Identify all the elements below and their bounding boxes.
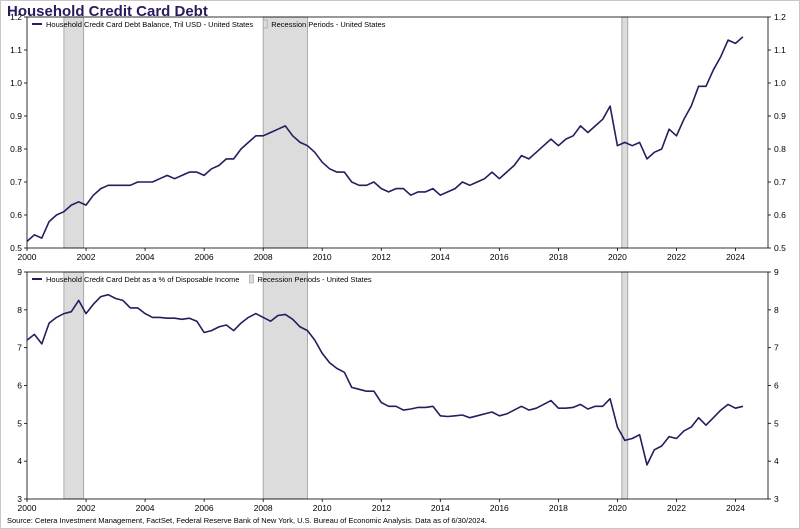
recession-band bbox=[621, 271, 629, 500]
y-tick-label-left: 1.1 bbox=[10, 45, 22, 55]
x-tick-label: 2016 bbox=[490, 503, 509, 513]
series-line bbox=[26, 293, 744, 466]
x-tick-label: 2024 bbox=[726, 503, 745, 513]
y-tick-label-left: 3 bbox=[17, 494, 22, 504]
series-line bbox=[26, 36, 744, 242]
page-title: Household Credit Card Debt bbox=[7, 3, 208, 20]
y-tick-label-right: 5 bbox=[774, 418, 779, 428]
plot-area-border bbox=[26, 271, 769, 500]
x-tick-label: 2000 bbox=[18, 503, 37, 513]
x-tick-label: 2024 bbox=[726, 252, 745, 262]
y-tick-label-right: 0.9 bbox=[774, 111, 786, 121]
y-tick-label-right: 1.1 bbox=[774, 45, 786, 55]
y-tick-label-right: 6 bbox=[774, 381, 779, 391]
y-tick-label-right: 7 bbox=[774, 343, 779, 353]
x-tick-label: 2014 bbox=[431, 503, 450, 513]
x-tick-label: 2022 bbox=[667, 503, 686, 513]
y-tick-label-left: 7 bbox=[17, 343, 22, 353]
x-tick-label: 2008 bbox=[254, 252, 273, 262]
legend-label-series: Household Credit Card Debt Balance, Tril… bbox=[46, 20, 253, 29]
y-tick-label-right: 0.8 bbox=[774, 144, 786, 154]
x-tick-label: 2000 bbox=[18, 252, 37, 262]
x-tick-label: 2020 bbox=[608, 503, 627, 513]
plot-area-border bbox=[26, 16, 769, 249]
y-tick-label-right: 1.2 bbox=[774, 12, 786, 22]
x-tick-label: 2002 bbox=[77, 252, 96, 262]
x-tick-label: 2008 bbox=[254, 503, 273, 513]
y-tick-label-left: 8 bbox=[17, 305, 22, 315]
recession-band bbox=[262, 271, 308, 500]
x-tick-label: 2006 bbox=[195, 252, 214, 262]
x-tick-label: 2020 bbox=[608, 252, 627, 262]
y-tick-label-left: 0.6 bbox=[10, 210, 22, 220]
legend-label-recession: Recession Periods - United States bbox=[257, 275, 371, 284]
x-tick-label: 2010 bbox=[313, 252, 332, 262]
x-tick-label: 2014 bbox=[431, 252, 450, 262]
y-tick-label-left: 0.9 bbox=[10, 111, 22, 121]
recession-band bbox=[63, 16, 85, 249]
x-tick-label: 2012 bbox=[372, 503, 391, 513]
y-tick-label-right: 0.5 bbox=[774, 243, 786, 253]
y-tick-label-left: 6 bbox=[17, 381, 22, 391]
legend-label-recession: Recession Periods - United States bbox=[271, 20, 385, 29]
recession-band bbox=[621, 16, 629, 249]
y-tick-label-right: 0.6 bbox=[774, 210, 786, 220]
x-tick-label: 2006 bbox=[195, 503, 214, 513]
legend-swatch-recession bbox=[262, 19, 268, 29]
y-tick-label-right: 9 bbox=[774, 267, 779, 277]
y-tick-label-right: 4 bbox=[774, 456, 779, 466]
x-tick-label: 2018 bbox=[549, 252, 568, 262]
y-tick-label-left: 0.8 bbox=[10, 144, 22, 154]
y-tick-label-right: 3 bbox=[774, 494, 779, 504]
y-tick-label-left: 9 bbox=[17, 267, 22, 277]
x-tick-label: 2018 bbox=[549, 503, 568, 513]
x-tick-label: 2012 bbox=[372, 252, 391, 262]
y-tick-label-right: 8 bbox=[774, 305, 779, 315]
legend-swatch-recession bbox=[249, 274, 254, 284]
y-tick-label-left: 0.7 bbox=[10, 177, 22, 187]
y-tick-label-left: 1.0 bbox=[10, 78, 22, 88]
x-tick-label: 2004 bbox=[136, 252, 155, 262]
y-tick-label-left: 1.2 bbox=[10, 12, 22, 22]
y-tick-label-left: 0.5 bbox=[10, 243, 22, 253]
x-tick-label: 2010 bbox=[313, 503, 332, 513]
y-tick-label-left: 5 bbox=[17, 418, 22, 428]
x-tick-label: 2016 bbox=[490, 252, 509, 262]
x-tick-label: 2002 bbox=[77, 503, 96, 513]
y-tick-label-right: 1.0 bbox=[774, 78, 786, 88]
recession-band bbox=[63, 271, 85, 500]
legend-label-series: Household Credit Card Debt as a % of Dis… bbox=[46, 275, 239, 284]
y-tick-label-left: 4 bbox=[17, 456, 22, 466]
x-tick-label: 2022 bbox=[667, 252, 686, 262]
source-note: Source: Cetera Investment Management, Fa… bbox=[7, 516, 487, 525]
x-tick-label: 2004 bbox=[136, 503, 155, 513]
y-tick-label-right: 0.7 bbox=[774, 177, 786, 187]
